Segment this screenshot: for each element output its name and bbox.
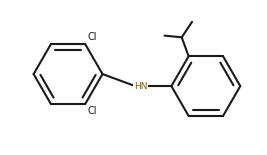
Text: HN: HN bbox=[134, 82, 147, 91]
Text: Cl: Cl bbox=[87, 106, 96, 116]
Text: Cl: Cl bbox=[87, 32, 96, 42]
